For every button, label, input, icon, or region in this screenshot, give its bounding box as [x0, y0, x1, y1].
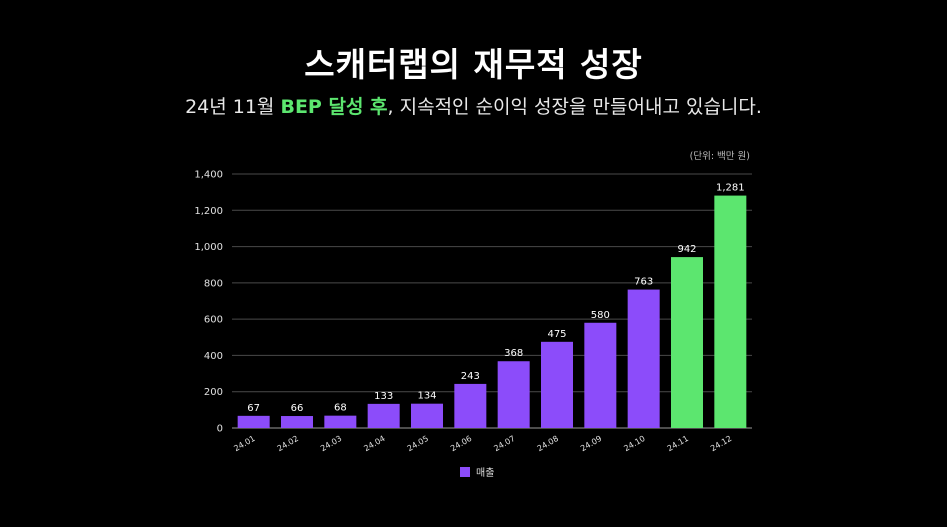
- x-tick-label: 24.11: [666, 434, 690, 453]
- bar-value-label: 66: [291, 403, 304, 414]
- bar-value-label: 475: [547, 329, 566, 340]
- unit-label: (단위: 백만 원): [689, 151, 750, 162]
- y-tick-label: 200: [204, 387, 223, 398]
- bar-value-label: 942: [677, 244, 696, 255]
- x-tick-label: 24.10: [622, 434, 646, 453]
- bar: [454, 383, 487, 428]
- bar: [541, 341, 573, 428]
- bar-value-label: 580: [591, 310, 610, 321]
- bar-value-label: 133: [374, 391, 393, 402]
- y-tick-label: 400: [204, 351, 223, 362]
- y-tick-label: 800: [204, 278, 223, 289]
- bar: [411, 403, 443, 428]
- page-subtitle: 24년 11월 BEP 달성 후, 지속적인 순이익 성장을 만들어내고 있습니…: [0, 92, 947, 119]
- bar: [497, 361, 530, 428]
- bar: [281, 416, 313, 428]
- subtitle-highlight: BEP 달성 후: [280, 96, 388, 118]
- x-tick-label: 24.02: [276, 434, 300, 453]
- y-tick-label: 600: [204, 315, 223, 326]
- bar: [627, 289, 660, 428]
- legend-label: 매출: [476, 468, 495, 479]
- x-tick-label: 24.08: [536, 434, 560, 453]
- bar: [237, 415, 270, 428]
- x-tick-label: 24.04: [362, 434, 386, 453]
- chart-legend: 매출: [460, 464, 494, 479]
- legend-swatch: [460, 466, 470, 477]
- bar-value-label: 67: [247, 403, 260, 414]
- bar-value-label: 368: [504, 348, 523, 359]
- bar-value-label: 1,281: [716, 183, 745, 194]
- y-tick-label: 1,400: [194, 170, 223, 181]
- x-tick-label: 24.01: [232, 434, 256, 453]
- x-tick-label: 24.09: [579, 434, 603, 453]
- x-tick-label: 24.07: [492, 434, 516, 453]
- y-tick-label: 1,200: [194, 206, 223, 217]
- bar-value-label: 763: [634, 277, 653, 288]
- subtitle-suffix: , 지속적인 순이익 성장을 만들어내고 있습니다.: [387, 96, 762, 118]
- x-tick-label: 24.12: [709, 434, 733, 453]
- subtitle-prefix: 24년 11월: [185, 96, 281, 118]
- bar: [584, 322, 617, 428]
- y-tick-label: 0: [217, 424, 223, 435]
- x-tick-label: 24.06: [449, 434, 473, 453]
- bar-value-label: 134: [417, 391, 436, 402]
- page-title: 스캐터랩의 재무적 성장: [304, 45, 643, 84]
- bar: [714, 195, 747, 428]
- y-tick-label: 1,000: [194, 242, 223, 253]
- bar-value-label: 68: [334, 403, 347, 414]
- bar-value-label: 243: [461, 371, 480, 382]
- bar: [367, 403, 400, 428]
- x-tick-label: 24.05: [406, 434, 430, 453]
- bar: [324, 415, 357, 428]
- x-tick-label: 24.03: [319, 434, 343, 453]
- bar: [671, 257, 703, 428]
